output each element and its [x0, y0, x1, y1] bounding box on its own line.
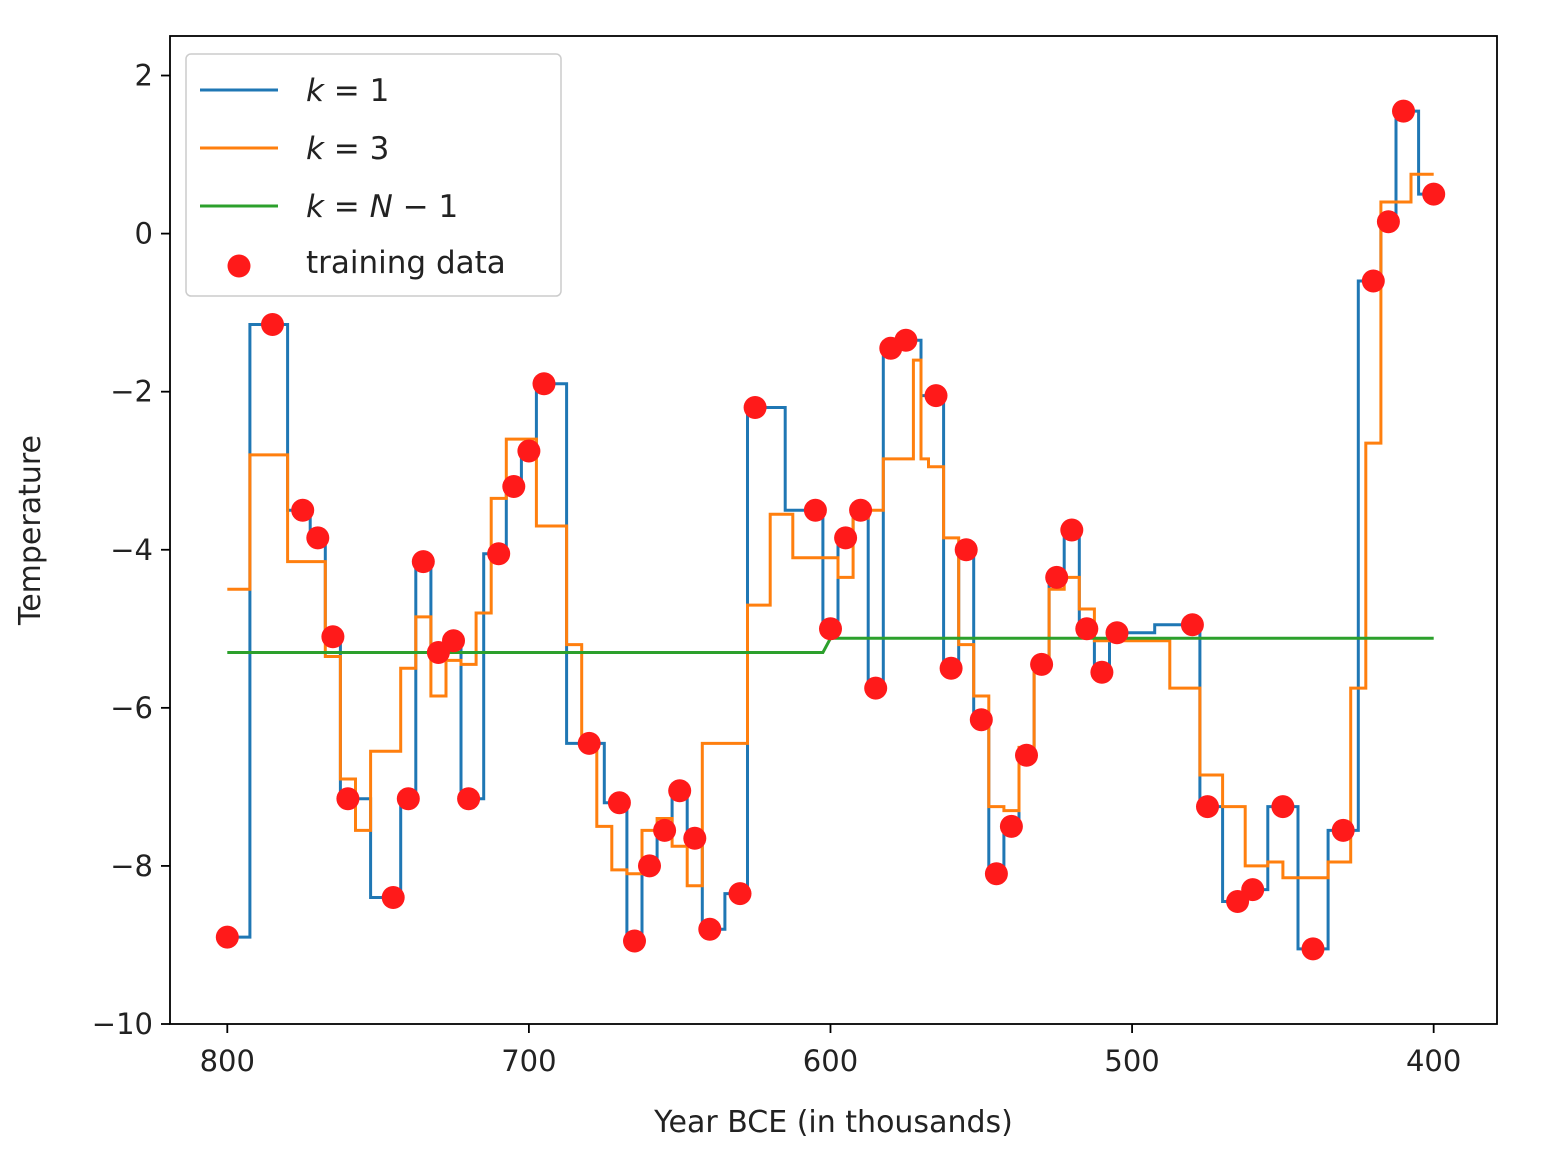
training-data-point	[849, 498, 873, 522]
training-data-point	[743, 396, 767, 419]
training-data-point	[683, 826, 707, 850]
training-data-point	[442, 629, 465, 653]
training-data-point	[1376, 210, 1400, 234]
training-data-point	[668, 779, 692, 803]
training-data-point	[306, 526, 330, 550]
training-data-point	[502, 475, 526, 498]
training-data-point	[698, 917, 722, 941]
legend-label: k = 3	[306, 131, 389, 167]
training-data-point	[517, 439, 541, 463]
training-data-point	[1422, 182, 1446, 206]
training-data-point	[924, 384, 948, 408]
x-tick-label: 500	[1104, 1044, 1159, 1078]
training-data-point	[411, 550, 435, 574]
x-tick-label: 800	[200, 1044, 255, 1078]
training-data-point	[532, 372, 556, 396]
x-axis-label: Year BCE (in thousands)	[653, 1105, 1013, 1140]
legend-entry-k1: k = 1	[200, 73, 389, 109]
training-data-point	[1361, 269, 1385, 293]
training-data-point	[1015, 743, 1038, 767]
training-data-point	[803, 498, 827, 522]
training-data-point	[969, 708, 993, 732]
training-data-point	[336, 787, 360, 811]
training-data-point	[834, 526, 858, 550]
training-data-point	[381, 886, 405, 909]
legend-entry-kn1: k = N − 1	[200, 189, 458, 225]
kn1-series-line	[227, 636, 1434, 654]
training-data-point	[864, 676, 888, 700]
training-data-point	[1090, 660, 1114, 684]
y-tick-label: 0	[135, 217, 153, 251]
training-data-point	[607, 791, 631, 815]
x-tick-label: 400	[1406, 1044, 1461, 1078]
y-tick-label: −6	[110, 691, 153, 725]
training-data-point	[1301, 937, 1325, 961]
k3-series-line	[227, 172, 1434, 888]
training-data-point	[1060, 518, 1084, 542]
training-data-point	[487, 542, 511, 566]
training-data-point	[1030, 652, 1054, 676]
training-data-point	[261, 313, 284, 336]
training-data-point	[728, 882, 752, 906]
training-data-point	[939, 656, 963, 680]
training-data-point	[1180, 613, 1204, 637]
training-data-point	[954, 538, 978, 562]
training-data-point	[1075, 617, 1099, 641]
training-data-point	[1241, 878, 1265, 902]
training-data-point	[623, 929, 646, 953]
axes: 800 700 600 500 400 2 0 −2 −4 −6 −8 −10	[92, 35, 1498, 1078]
training-data-point	[1045, 565, 1069, 589]
training-data-point	[999, 814, 1023, 838]
x-tick-label: 600	[803, 1044, 858, 1078]
plot-area	[215, 99, 1446, 961]
training-data-point	[396, 787, 420, 811]
legend-label: training data	[306, 245, 506, 281]
legend-entry-k3: k = 3	[200, 131, 389, 167]
training-data-point	[1331, 818, 1355, 842]
training-data-point	[638, 854, 661, 878]
y-tick-label: −2	[110, 375, 153, 409]
axes-frame	[169, 35, 1498, 1025]
training-data-point	[1196, 795, 1219, 819]
training-data-point	[291, 498, 315, 522]
training-data-point	[819, 617, 842, 641]
training-data-point	[653, 818, 677, 842]
legend-dot-swatch	[227, 254, 251, 278]
training-data-point	[1105, 621, 1129, 645]
training-data-point	[457, 787, 481, 811]
training-data-point	[984, 862, 1008, 886]
training-data-point	[894, 328, 918, 352]
y-tick-label: −8	[110, 849, 153, 883]
y-tick-label: −10	[92, 1007, 153, 1041]
y-axis-label: Temperature	[13, 435, 48, 626]
legend-entry-training-data: training data	[227, 245, 506, 281]
y-tick-label: 2	[135, 59, 153, 93]
legend: k = 1 k = 3 k = N − 1 training data	[185, 53, 562, 297]
training-data-point	[321, 625, 345, 649]
training-data-point	[1271, 795, 1295, 819]
legend-label: k = 1	[306, 73, 389, 109]
training-data-point	[215, 925, 239, 949]
legend-label: k = N − 1	[306, 189, 458, 225]
y-tick-label: −4	[110, 533, 153, 567]
training-data-point	[1392, 99, 1415, 123]
training-data-point	[577, 731, 601, 755]
legend-box	[185, 53, 562, 297]
x-tick-label: 700	[501, 1044, 556, 1078]
